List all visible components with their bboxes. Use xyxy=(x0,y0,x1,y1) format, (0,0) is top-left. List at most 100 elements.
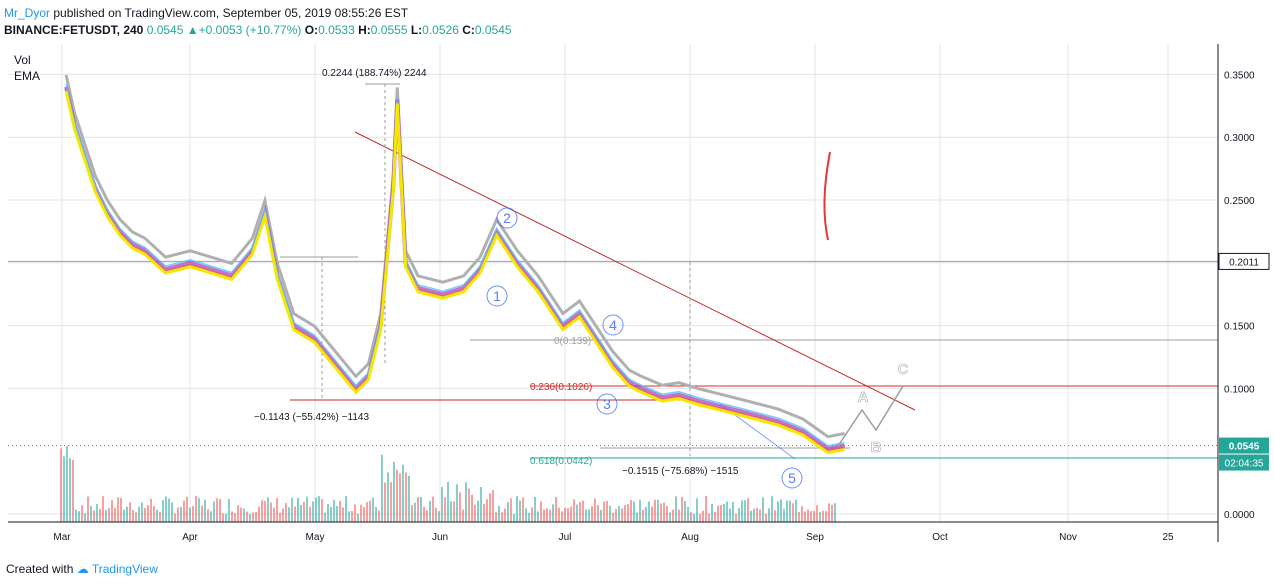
volume-bar xyxy=(246,511,248,522)
volume-bar xyxy=(396,469,398,522)
level-badge-bg xyxy=(1218,252,1270,270)
volume-bar xyxy=(672,509,674,522)
volume-bar xyxy=(306,496,308,522)
volume-bar xyxy=(759,509,761,522)
volume-bar xyxy=(189,507,191,522)
tradingview-logo-icon[interactable]: ☁ xyxy=(76,562,89,576)
wave-badge-circle xyxy=(496,207,518,229)
volume-bar xyxy=(360,504,362,522)
volume-bar xyxy=(642,509,644,522)
volume-bar xyxy=(126,506,128,522)
volume-bar xyxy=(369,500,371,522)
volume-bar xyxy=(204,499,206,522)
volume-bar xyxy=(741,500,743,522)
volume-bar xyxy=(171,502,173,522)
volume-bar xyxy=(621,508,623,522)
volume-bar xyxy=(300,505,302,522)
volume-bar xyxy=(606,500,608,522)
volume-bar xyxy=(693,513,695,522)
volume-bar xyxy=(84,513,86,522)
measure-label-3: −0.1515 (−75.68%) −1515 xyxy=(622,466,739,477)
volume-bar xyxy=(219,499,221,522)
volume-bar xyxy=(303,501,305,522)
created-with-text: Created with xyxy=(6,562,74,576)
abc-label: B xyxy=(871,439,882,456)
volume-bar xyxy=(342,507,344,522)
volume-bar xyxy=(123,509,125,522)
y-tick-label: 0.1000 xyxy=(1224,384,1255,395)
published-text: published on TradingView.com, September … xyxy=(53,6,409,20)
volume-bar xyxy=(60,448,62,522)
volume-bar xyxy=(774,510,776,522)
volume-bar xyxy=(264,500,266,522)
fib-618-label: 0.618(0.0442) xyxy=(530,456,592,467)
volume-bar xyxy=(147,505,149,522)
volume-bar xyxy=(252,512,254,522)
volume-bar xyxy=(315,497,317,522)
volume-bar xyxy=(726,501,728,522)
volume-bar xyxy=(483,503,485,522)
price-chart[interactable]: 0.2244 (188.74%) 2244 −0.1143 (−55.42%) −… xyxy=(0,44,1274,554)
volume-bar xyxy=(195,496,197,522)
volume-bar xyxy=(552,504,554,522)
volume-bar xyxy=(324,512,326,522)
volume-bar xyxy=(75,509,77,522)
y-tick-label: 0.2500 xyxy=(1224,196,1255,207)
volume-bar xyxy=(546,508,548,522)
volume-bar xyxy=(174,513,176,522)
fib-236-label: 0.236(0.1026) xyxy=(530,382,592,393)
abc-label: A xyxy=(858,389,869,406)
volume-bar xyxy=(444,497,446,522)
volume-bar xyxy=(798,511,800,522)
volume-bar xyxy=(807,509,809,522)
volume-bar xyxy=(345,496,347,522)
volume-bar xyxy=(828,503,830,522)
volume-bar xyxy=(477,500,479,522)
wave-badge-circle xyxy=(596,393,618,415)
tradingview-brand[interactable]: TradingView xyxy=(91,562,158,576)
volume-bar xyxy=(819,512,821,522)
volume-bar xyxy=(363,506,365,522)
volume-bar xyxy=(351,510,353,522)
volume-bar xyxy=(597,505,599,522)
volume-bar xyxy=(723,503,725,522)
volume-bar xyxy=(354,504,356,522)
volume-bar xyxy=(783,508,785,522)
volume-bar xyxy=(423,506,425,522)
volume-bar xyxy=(654,499,656,522)
volume-bar xyxy=(618,505,620,522)
volume-bar xyxy=(225,513,227,522)
volume-bar xyxy=(537,511,539,522)
volume-bars xyxy=(60,446,836,522)
volume-bar xyxy=(69,458,71,522)
volume-bar xyxy=(594,498,596,522)
volume-bar xyxy=(447,482,449,522)
volume-bar xyxy=(207,509,209,522)
volume-bar xyxy=(435,507,437,522)
volume-bar xyxy=(711,503,713,522)
price-badge-bg xyxy=(1219,437,1269,454)
volume-bar xyxy=(498,505,500,522)
author-link[interactable]: Mr_Dyor xyxy=(4,6,51,20)
volume-bar xyxy=(180,506,182,522)
volume-bar xyxy=(294,506,296,522)
volume-bar xyxy=(276,498,278,522)
low-value: 0.0526 xyxy=(422,23,459,37)
volume-bar xyxy=(474,504,476,522)
volume-bar xyxy=(633,501,635,522)
open-value: 0.0533 xyxy=(318,23,355,37)
x-tick-label: May xyxy=(306,532,325,543)
volume-bar xyxy=(426,510,428,522)
wave-badge-label: 1 xyxy=(493,288,501,304)
volume-bar xyxy=(141,502,143,522)
volume-bar xyxy=(261,500,263,522)
volume-bar xyxy=(168,498,170,522)
volume-bar xyxy=(135,512,137,522)
volume-bar xyxy=(108,508,110,522)
volume-bar xyxy=(603,501,605,522)
volume-bar xyxy=(234,513,236,522)
abc-label: C xyxy=(898,361,909,378)
volume-bar xyxy=(438,511,440,522)
x-tick-label: Sep xyxy=(806,532,824,543)
volume-bar xyxy=(582,500,584,522)
